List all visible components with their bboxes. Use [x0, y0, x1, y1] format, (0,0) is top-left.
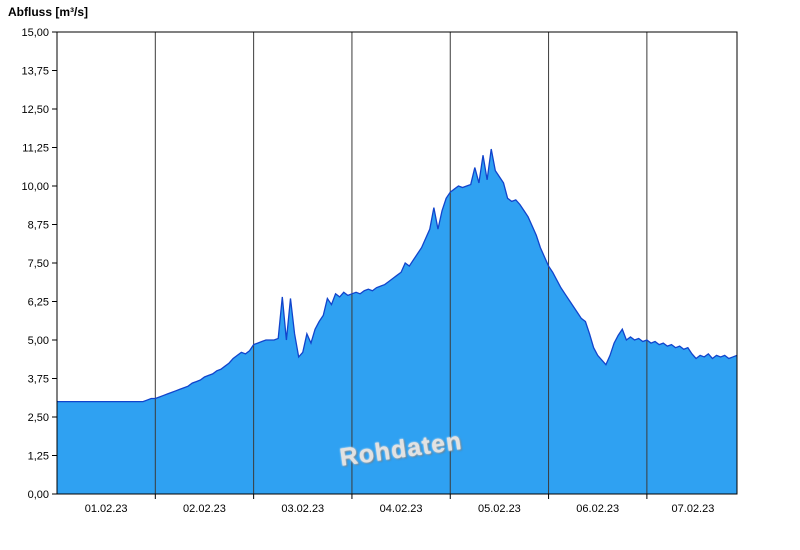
x-tick-label: 05.02.23	[478, 503, 521, 515]
y-tick-label: 10,00	[21, 181, 49, 193]
y-tick-label: 3,75	[28, 374, 49, 386]
area-fill	[57, 149, 737, 495]
chart-title: Abfluss [m³/s]	[8, 5, 89, 19]
y-tick-label: 12,50	[21, 104, 49, 116]
y-tick-label: 2,50	[28, 412, 49, 424]
y-tick-label: 1,25	[28, 451, 49, 463]
x-tick-label: 06.02.23	[576, 503, 619, 515]
y-tick-label: 11,25	[22, 143, 49, 155]
x-tick-label: 03.02.23	[281, 503, 324, 515]
x-tick-label: 02.02.23	[183, 503, 226, 515]
x-tick-label: 07.02.23	[672, 503, 715, 515]
y-tick-label: 13,75	[21, 66, 49, 78]
discharge-line	[57, 148, 738, 403]
y-tick-label: 6,25	[28, 297, 49, 309]
y-tick-label: 15,00	[21, 27, 49, 39]
y-tick-label: 0,00	[28, 489, 49, 501]
y-tick-label: 8,75	[28, 220, 49, 232]
y-tick-label: 5,00	[28, 335, 49, 347]
x-tick-label: 01.02.23	[85, 503, 128, 515]
y-tick-label: 7,50	[28, 258, 49, 270]
x-tick-label: 04.02.23	[380, 503, 423, 515]
